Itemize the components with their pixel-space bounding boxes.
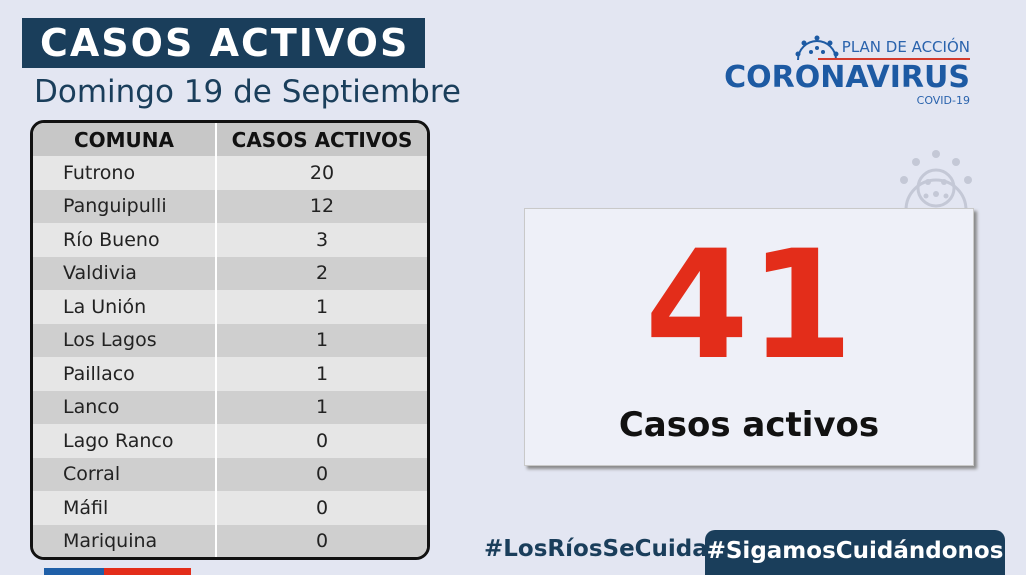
casos-cell: 2 — [216, 256, 427, 290]
comuna-cell: Paillaco — [33, 357, 217, 391]
casos-cell: 3 — [216, 223, 427, 257]
table-row: Mariquina 0 — [33, 524, 427, 557]
logo-covid-text: COVID-19 — [916, 94, 970, 107]
logo-plan-text: PLAN DE ACCIÓN — [841, 38, 970, 56]
table-row: Los Lagos 1 — [33, 323, 427, 357]
table-row: Corral 0 — [33, 457, 427, 491]
comuna-cell: Máfil — [33, 491, 217, 525]
page-title: CASOS ACTIVOS — [22, 18, 425, 68]
comuna-cell: Futrono — [33, 156, 217, 190]
comuna-cell: La Unión — [33, 290, 217, 324]
casos-cell: 1 — [216, 323, 427, 357]
table-row: Lanco 1 — [33, 390, 427, 424]
casos-cell: 20 — [216, 156, 427, 190]
table-row: Río Bueno 3 — [33, 223, 427, 257]
logo-stripe — [818, 58, 970, 60]
casos-cell: 0 — [216, 524, 427, 557]
casos-cell: 1 — [216, 357, 427, 391]
comuna-cell: Río Bueno — [33, 223, 217, 257]
hashtag-los-rios: #LosRíosSeCuida — [484, 536, 708, 562]
table-row: Panguipulli 12 — [33, 189, 427, 223]
casos-cell: 0 — [216, 491, 427, 525]
comuna-cell: Panguipulli — [33, 189, 217, 223]
cases-table: COMUNA CASOS ACTIVOS Futrono 20 Panguipull… — [30, 120, 430, 560]
table-row: Máfil 0 — [33, 491, 427, 525]
cases-table-grid: COMUNA CASOS ACTIVOS Futrono 20 Panguipull… — [33, 123, 427, 557]
table-row: Lago Ranco 0 — [33, 424, 427, 458]
virus-watermark-icon — [900, 150, 972, 211]
total-cases-number: 41 — [644, 219, 854, 393]
comuna-cell: Lanco — [33, 390, 217, 424]
casos-cell: 1 — [216, 290, 427, 324]
casos-cell: 0 — [216, 457, 427, 491]
column-header-casos: CASOS ACTIVOS — [216, 123, 427, 156]
total-cases-card: 41 Casos activos — [524, 208, 974, 466]
table-row: La Unión 1 — [33, 290, 427, 324]
plan-accion-logo: PLAN DE ACCIÓN CORONAVIRUS COVID-19 — [724, 34, 970, 110]
column-header-comuna: COMUNA — [33, 123, 217, 156]
casos-cell: 12 — [216, 189, 427, 223]
comuna-cell: Los Lagos — [33, 323, 217, 357]
date-label: Domingo 19 de Septiembre — [34, 74, 461, 110]
virus-icon — [795, 35, 839, 61]
comuna-cell: Lago Ranco — [33, 424, 217, 458]
comuna-cell: Mariquina — [33, 524, 217, 557]
table-row: Valdivia 2 — [33, 256, 427, 290]
hashtag-sigamos: #SigamosCuidándonos — [705, 530, 1005, 575]
logo-coronavirus-text: CORONAVIRUS — [724, 60, 970, 95]
casos-cell: 0 — [216, 424, 427, 458]
footer-stripe-red — [104, 568, 191, 575]
footer-stripe-blue — [44, 568, 104, 575]
table-row: Paillaco 1 — [33, 357, 427, 391]
comuna-cell: Corral — [33, 457, 217, 491]
casos-cell: 1 — [216, 390, 427, 424]
table-header-row: COMUNA CASOS ACTIVOS — [33, 123, 427, 156]
total-cases-label: Casos activos — [618, 405, 880, 445]
table-row: Futrono 20 — [33, 156, 427, 190]
comuna-cell: Valdivia — [33, 256, 217, 290]
